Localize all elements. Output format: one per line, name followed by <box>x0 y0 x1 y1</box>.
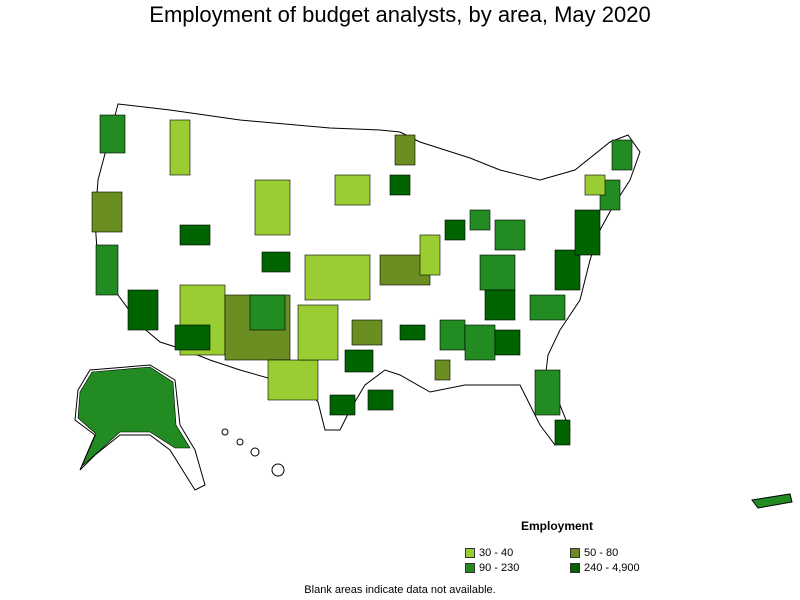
legend-swatch-240-4900 <box>570 563 580 573</box>
legend-swatch-50-80 <box>570 548 580 558</box>
legend-item-30-40: 30 - 40 <box>465 547 513 559</box>
legend-item-240-4900: 240 - 4,900 <box>570 562 640 574</box>
area-fills <box>77 114 633 467</box>
legend: Employment 30 - 40 50 - 80 90 - 230 240 … <box>462 518 662 578</box>
legend-title: Employment <box>521 519 594 533</box>
legend-swatch-90-230 <box>465 563 475 573</box>
legend-item-90-230: 90 - 230 <box>465 562 519 574</box>
legend-label-240-4900: 240 - 4,900 <box>584 562 640 574</box>
legend-label-30-40: 30 - 40 <box>479 547 514 559</box>
hawaii-islands <box>221 428 285 477</box>
blank-areas-note: Blank areas indicate data not available. <box>304 584 496 596</box>
legend-label-90-230: 90 - 230 <box>479 562 520 574</box>
legend-label-50-80: 50 - 80 <box>584 547 619 559</box>
legend-item-50-80: 50 - 80 <box>570 547 618 559</box>
us-choropleth-map <box>74 103 793 509</box>
map-title: Employment of budget analysts, by area, … <box>149 2 651 27</box>
puerto-rico-outline <box>751 493 793 509</box>
legend-swatch-30-40 <box>465 548 475 558</box>
